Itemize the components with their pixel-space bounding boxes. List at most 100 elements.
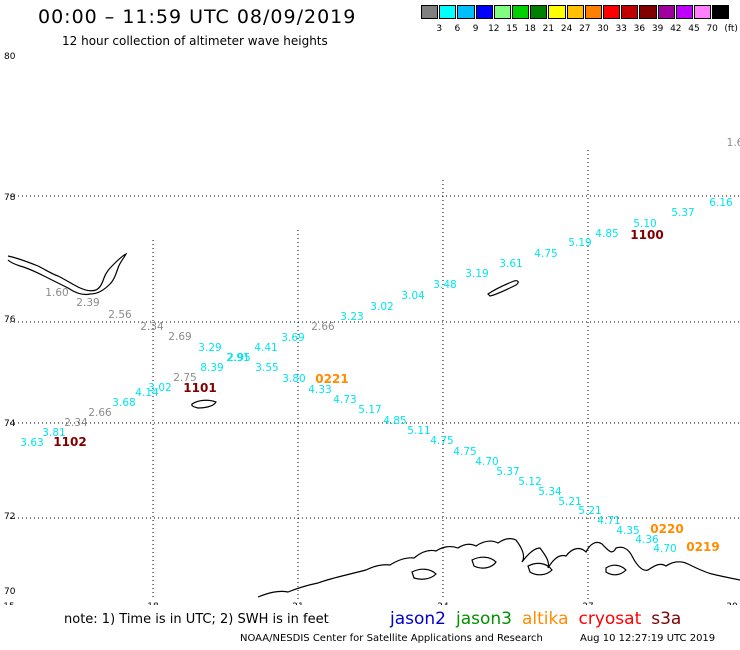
norway-islands-4 — [411, 568, 437, 580]
pass-time-label: 1101 — [183, 381, 216, 395]
wave-height-label: 3.02 — [148, 382, 171, 394]
legend-label: 30 — [597, 24, 609, 34]
wave-height-label: 4.85 — [595, 228, 618, 240]
lat-lon-grid — [10, 150, 740, 600]
legend-label: 12 — [488, 24, 500, 34]
wave-height-label: 4.14 — [135, 387, 159, 399]
satellite-s3a: s3a — [651, 609, 682, 629]
pass-time-label: 1102 — [53, 435, 86, 449]
lon-label: 21 — [292, 602, 303, 605]
lon-label: 27 — [582, 602, 593, 605]
wave-height-label: 5.10 — [633, 218, 656, 230]
wave-height-label: 4.33 — [308, 384, 331, 396]
satellite-jason2: jason2 — [390, 609, 446, 629]
norway-islands-3 — [605, 564, 627, 576]
pass-time-label: 0220 — [650, 522, 683, 536]
wave-height-label: 5.37 — [671, 207, 694, 219]
wave-height-label: 3.04 — [401, 290, 425, 302]
wave-height-label: 4.75 — [430, 435, 453, 447]
legend-swatch — [639, 5, 657, 19]
legend-label: 9 — [472, 24, 479, 34]
wave-height-label: 2.34 — [64, 417, 88, 429]
wave-height-label: 3.63 — [20, 437, 43, 449]
wave-height-label: 4.75 — [534, 248, 557, 260]
map-title: 00:00 – 11:59 UTC 08/09/2019 — [38, 6, 357, 28]
wave-height-label: 1.6 — [727, 137, 740, 149]
legend-swatch — [530, 5, 548, 19]
wave-height-label: 2.56 — [108, 309, 132, 321]
legend-swatch — [603, 5, 621, 19]
bear-island — [191, 399, 217, 409]
wave-height-label: 3.61 — [499, 258, 522, 270]
legend-label: 6 — [454, 24, 461, 34]
legend-swatch — [675, 5, 693, 19]
legend-swatch — [439, 5, 457, 19]
coastline — [7, 252, 740, 598]
legend-swatch — [512, 5, 530, 19]
wave-height-label: 3.80 — [282, 373, 305, 385]
legend-swatch — [694, 5, 712, 19]
wave-height-label: 3.19 — [465, 268, 488, 280]
latitude-labels: 80 78 76 74 72 70 — [4, 52, 16, 597]
legend-swatch — [657, 5, 675, 19]
lat-label: 80 — [4, 52, 16, 62]
wave-height-label: 4.85 — [383, 415, 406, 427]
wave-height-label: 3.69 — [281, 332, 304, 344]
wave-height-label: 2.95 — [227, 352, 250, 364]
legend-swatch — [621, 5, 639, 19]
legend-swatch — [566, 5, 584, 19]
lon-label: 30 — [726, 602, 738, 605]
wave-height-label: 5.37 — [496, 466, 519, 478]
legend-swatch — [548, 5, 566, 19]
legend-label: 39 — [651, 24, 664, 34]
lon-label: 24 — [437, 602, 449, 605]
satellite-cryosat: cryosat — [578, 609, 642, 629]
wave-height-label: 3.68 — [112, 397, 135, 409]
wave-height-label: 2.34 — [140, 321, 164, 333]
wave-height-label: 4.70 — [475, 456, 498, 468]
legend-label: 45 — [688, 24, 700, 34]
wave-height-label: 5.12 — [518, 476, 541, 488]
lat-label: 72 — [4, 512, 15, 522]
credit-line: NOAA/NESDIS Center for Satellite Applica… — [240, 633, 543, 644]
wave-height-label: 4.71 — [597, 515, 620, 527]
wave-height-label: 4.41 — [254, 342, 277, 354]
legend-label: 24 — [560, 24, 573, 34]
lat-label: 76 — [4, 315, 16, 325]
wave-height-label: 3.02 — [370, 301, 393, 313]
wave-height-label: 6.16 — [709, 197, 733, 209]
wave-height-label: 2.66 — [88, 407, 112, 419]
wave-height-label: 5.17 — [358, 404, 381, 416]
wave-height-points: 1.602.392.562.342.692.662.752.662.343.63… — [20, 137, 740, 555]
lat-label: 74 — [4, 419, 16, 429]
wave-height-label: 5.21 — [558, 496, 581, 508]
wave-height-label: 4.70 — [653, 543, 676, 555]
legend-label: 36 — [633, 24, 646, 34]
legend-swatch — [493, 5, 511, 19]
wave-height-label: 2.91 — [226, 352, 249, 364]
wave-height-label: 1.60 — [45, 287, 68, 299]
legend-label: 18 — [524, 24, 536, 34]
wave-height-label: 3.48 — [433, 279, 456, 291]
wave-height-label: 2.69 — [168, 331, 191, 343]
legend-label: 42 — [670, 24, 682, 34]
wave-height-label: 2.39 — [76, 297, 99, 309]
lat-label: 78 — [4, 193, 16, 203]
wave-height-label: 4.36 — [635, 534, 659, 546]
satellite-legend: jason2 jason3 altika cryosat s3a — [390, 609, 691, 629]
wave-height-label: 2.75 — [173, 372, 196, 384]
map-subtitle: 12 hour collection of altimeter wave hei… — [62, 34, 328, 48]
wave-height-label: 3.55 — [255, 362, 278, 374]
svalbard-coast — [7, 252, 128, 296]
legend-swatch — [475, 5, 493, 19]
norway-coast — [257, 537, 740, 598]
satellite-altika: altika — [522, 609, 569, 629]
norway-islands-2 — [527, 562, 553, 576]
lat-label: 70 — [4, 587, 16, 597]
wave-height-label: 3.81 — [42, 427, 65, 439]
pass-time-label: 1100 — [630, 228, 663, 242]
legend-unit: (ft) — [724, 24, 738, 34]
lon-label: 15 — [3, 602, 14, 605]
wave-height-label: 8.39 — [200, 362, 223, 374]
